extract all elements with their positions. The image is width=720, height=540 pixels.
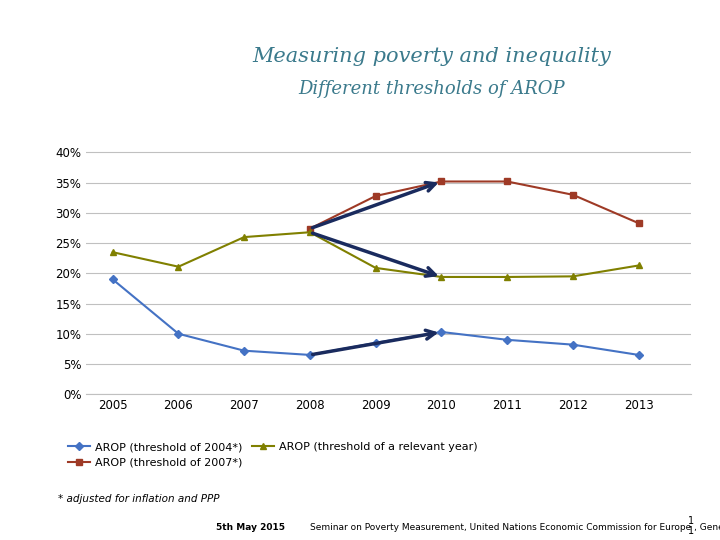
Text: Measuring poverty and inequality: Measuring poverty and inequality [253,47,611,66]
Text: 1: 1 [688,516,694,526]
Text: 1: 1 [688,525,694,536]
Legend: AROP (threshold of 2004*), AROP (threshold of 2007*), AROP (threshold of a relev: AROP (threshold of 2004*), AROP (thresho… [63,438,482,472]
Text: * adjusted for inflation and PPP: * adjusted for inflation and PPP [58,494,219,504]
Text: Different thresholds of AROP: Different thresholds of AROP [299,80,565,98]
Text: 5th May 2015: 5th May 2015 [216,523,285,532]
Text: Seminar on Poverty Measurement, United Nations Economic Commission for Europe , : Seminar on Poverty Measurement, United N… [310,523,720,532]
